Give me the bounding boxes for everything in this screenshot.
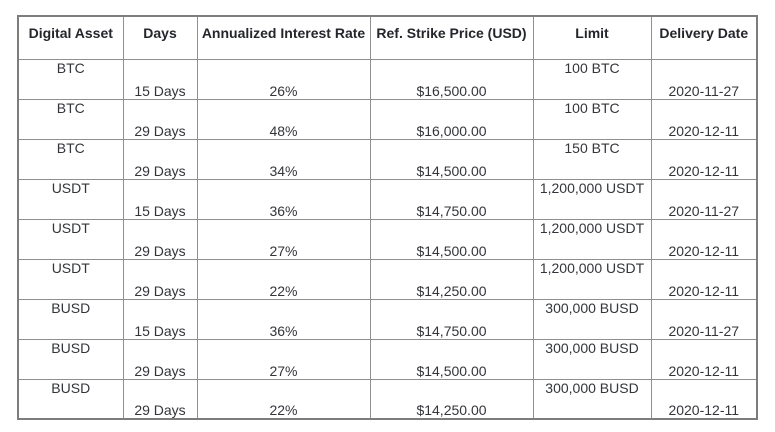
cell-days: 29 Days xyxy=(122,378,198,420)
cell-limit: 100 BTC xyxy=(532,98,652,140)
col-header-interest-rate: Annualized Interest Rate xyxy=(196,15,371,60)
cell-digital-asset: USDT xyxy=(17,218,124,260)
cell-limit: 1,200,000 USDT xyxy=(532,178,652,220)
cell-days: 15 Days xyxy=(122,298,198,340)
cell-interest-rate: 36% xyxy=(196,178,371,220)
table-row: BUSD 29 Days 27% $14,500.00 300,000 BUSD… xyxy=(17,338,758,380)
cell-interest-rate: 48% xyxy=(196,98,371,140)
cell-strike-price: $14,500.00 xyxy=(369,218,534,260)
table-row: USDT 29 Days 27% $14,500.00 1,200,000 US… xyxy=(17,218,758,260)
cell-digital-asset: BUSD xyxy=(17,378,124,420)
table-row: BTC 15 Days 26% $16,500.00 100 BTC 2020-… xyxy=(17,58,758,100)
cell-limit: 1,200,000 USDT xyxy=(532,258,652,300)
cell-interest-rate: 22% xyxy=(196,378,371,420)
cell-interest-rate: 26% xyxy=(196,58,371,100)
col-header-delivery-date: Delivery Date xyxy=(650,15,758,60)
cell-delivery-date: 2020-11-27 xyxy=(650,58,758,100)
cell-digital-asset: USDT xyxy=(17,258,124,300)
cell-limit: 100 BTC xyxy=(532,58,652,100)
cell-days: 15 Days xyxy=(122,178,198,220)
header-row: Digital Asset Days Annualized Interest R… xyxy=(17,15,758,60)
cell-delivery-date: 2020-12-11 xyxy=(650,138,758,180)
cell-strike-price: $16,500.00 xyxy=(369,58,534,100)
cell-days: 29 Days xyxy=(122,218,198,260)
table-row: BUSD 29 Days 22% $14,250.00 300,000 BUSD… xyxy=(17,378,758,420)
col-header-digital-asset: Digital Asset xyxy=(17,15,124,60)
cell-interest-rate: 34% xyxy=(196,138,371,180)
cell-delivery-date: 2020-12-11 xyxy=(650,98,758,140)
cell-days: 15 Days xyxy=(122,58,198,100)
cell-strike-price: $14,750.00 xyxy=(369,298,534,340)
cell-interest-rate: 27% xyxy=(196,218,371,260)
table-row: BUSD 15 Days 36% $14,750.00 300,000 BUSD… xyxy=(17,298,758,340)
cell-limit: 300,000 BUSD xyxy=(532,338,652,380)
futures-rates-table: Digital Asset Days Annualized Interest R… xyxy=(17,15,758,420)
cell-interest-rate: 22% xyxy=(196,258,371,300)
rates-table-container: Digital Asset Days Annualized Interest R… xyxy=(17,15,758,420)
cell-strike-price: $14,750.00 xyxy=(369,178,534,220)
cell-days: 29 Days xyxy=(122,138,198,180)
table-row: BTC 29 Days 48% $16,000.00 100 BTC 2020-… xyxy=(17,98,758,140)
cell-days: 29 Days xyxy=(122,258,198,300)
table-row: USDT 15 Days 36% $14,750.00 1,200,000 US… xyxy=(17,178,758,220)
cell-delivery-date: 2020-12-11 xyxy=(650,378,758,420)
cell-strike-price: $14,250.00 xyxy=(369,378,534,420)
cell-limit: 300,000 BUSD xyxy=(532,298,652,340)
table-row: BTC 29 Days 34% $14,500.00 150 BTC 2020-… xyxy=(17,138,758,180)
cell-limit: 1,200,000 USDT xyxy=(532,218,652,260)
cell-delivery-date: 2020-11-27 xyxy=(650,178,758,220)
cell-digital-asset: BUSD xyxy=(17,298,124,340)
cell-digital-asset: USDT xyxy=(17,178,124,220)
cell-days: 29 Days xyxy=(122,338,198,380)
cell-limit: 150 BTC xyxy=(532,138,652,180)
cell-strike-price: $14,500.00 xyxy=(369,138,534,180)
col-header-limit: Limit xyxy=(532,15,652,60)
cell-digital-asset: BTC xyxy=(17,98,124,140)
cell-days: 29 Days xyxy=(122,98,198,140)
cell-strike-price: $14,250.00 xyxy=(369,258,534,300)
table-row: USDT 29 Days 22% $14,250.00 1,200,000 US… xyxy=(17,258,758,300)
cell-digital-asset: BUSD xyxy=(17,338,124,380)
cell-digital-asset: BTC xyxy=(17,138,124,180)
cell-delivery-date: 2020-12-11 xyxy=(650,338,758,380)
col-header-strike-price: Ref. Strike Price (USD) xyxy=(369,15,534,60)
cell-delivery-date: 2020-11-27 xyxy=(650,298,758,340)
cell-limit: 300,000 BUSD xyxy=(532,378,652,420)
cell-strike-price: $14,500.00 xyxy=(369,338,534,380)
cell-delivery-date: 2020-12-11 xyxy=(650,258,758,300)
cell-digital-asset: BTC xyxy=(17,58,124,100)
cell-interest-rate: 27% xyxy=(196,338,371,380)
cell-strike-price: $16,000.00 xyxy=(369,98,534,140)
cell-delivery-date: 2020-12-11 xyxy=(650,218,758,260)
cell-interest-rate: 36% xyxy=(196,298,371,340)
col-header-days: Days xyxy=(122,15,198,60)
